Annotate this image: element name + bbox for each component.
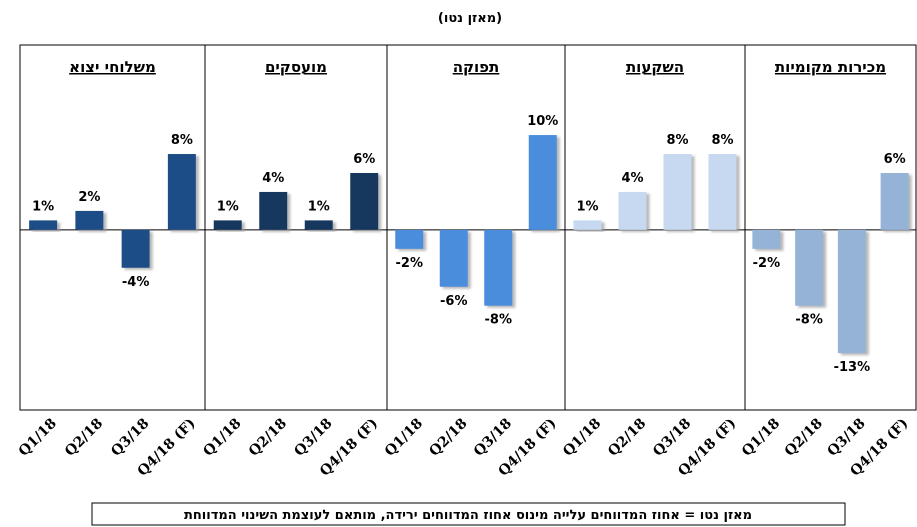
value-label: -8% <box>485 313 512 328</box>
bar <box>439 229 468 287</box>
value-label: 4% <box>621 171 643 186</box>
bar <box>880 172 909 230</box>
bar <box>395 229 424 249</box>
x-tick-label: Q2/18 <box>782 416 826 460</box>
bar <box>573 220 602 230</box>
value-label: 1% <box>308 199 330 214</box>
note-box <box>91 502 846 526</box>
note: מאזן נטו = אחוז המדווחים עלייה מינוס אחו… <box>184 508 752 523</box>
x-tick-label: Q2/18 <box>605 416 649 460</box>
value-label: 4% <box>262 171 284 186</box>
bar <box>304 220 333 230</box>
bar <box>837 229 866 354</box>
bar <box>795 229 824 306</box>
value-label: -8% <box>795 313 822 328</box>
x-tick-label: Q1/18 <box>200 416 244 460</box>
panel-title: משלוחי יצוא <box>69 58 156 76</box>
plot-frame <box>19 44 917 411</box>
x-tick-label: Q3/18 <box>471 416 515 460</box>
bar <box>484 229 513 306</box>
x-tick-label: Q3/18 <box>650 416 694 460</box>
bar <box>121 229 150 268</box>
value-label: -4% <box>122 275 149 290</box>
value-label: 1% <box>32 199 54 214</box>
x-tick-label: Q1/18 <box>382 416 426 460</box>
bar <box>29 220 58 230</box>
value-label: 8% <box>711 133 733 148</box>
bar <box>259 191 288 230</box>
value-label: 1% <box>576 199 598 214</box>
panel-title: מועסקים <box>265 58 327 76</box>
x-tick-label: Q2/18 <box>426 416 470 460</box>
bar <box>752 229 781 249</box>
bar <box>167 154 196 230</box>
x-tick-label: Q3/18 <box>291 416 335 460</box>
panel-title: מכירות מקומיות <box>775 58 886 76</box>
bar <box>663 154 692 230</box>
bar <box>618 191 647 230</box>
x-tick-label: Q1/18 <box>560 416 604 460</box>
bar <box>708 154 737 230</box>
value-label: 1% <box>217 199 239 214</box>
value-label: 8% <box>666 133 688 148</box>
x-tick-label: Q3/18 <box>108 416 152 460</box>
bar <box>213 220 242 230</box>
value-label: -6% <box>440 294 467 309</box>
value-label: -2% <box>753 256 780 271</box>
x-tick-label: Q1/18 <box>16 416 60 460</box>
panel-title: השקעות <box>626 58 684 76</box>
x-tick-label: Q2/18 <box>246 416 290 460</box>
value-label: -13% <box>834 360 871 375</box>
bar <box>528 135 557 230</box>
value-label: 10% <box>527 114 558 129</box>
value-label: 2% <box>78 190 100 205</box>
x-tick-label: Q2/18 <box>62 416 106 460</box>
bar <box>350 172 379 230</box>
value-label: 8% <box>171 133 193 148</box>
value-label: 6% <box>353 152 375 167</box>
value-label: 6% <box>884 152 906 167</box>
x-tick-label: Q1/18 <box>739 416 783 460</box>
panel-title: תפוקה <box>453 58 500 76</box>
value-label: -2% <box>396 256 423 271</box>
chart-title: (מאזן נטו) <box>438 11 502 26</box>
bar <box>75 210 104 230</box>
